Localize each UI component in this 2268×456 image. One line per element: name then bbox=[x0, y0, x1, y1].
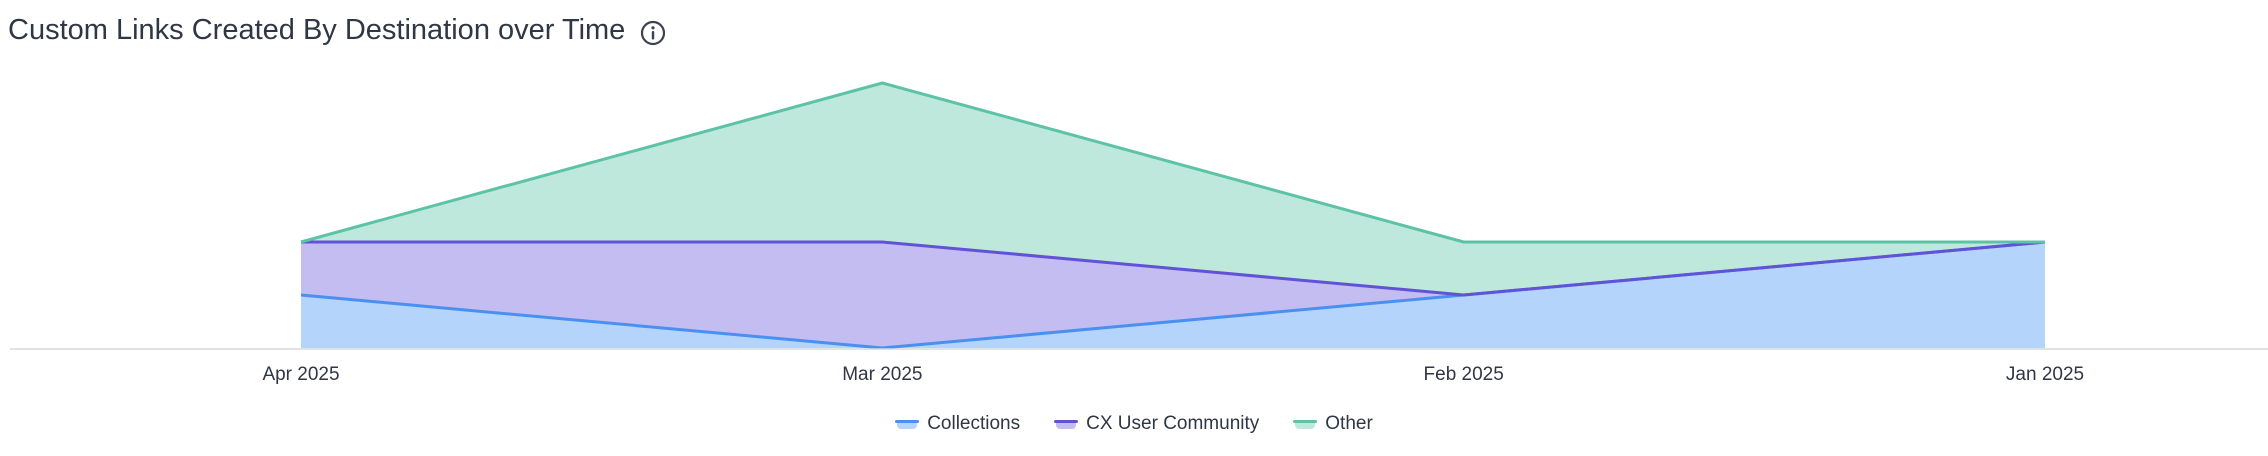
legend-swatch bbox=[895, 418, 920, 430]
chart-title: Custom Links Created By Destination over… bbox=[8, 14, 626, 46]
info-icon[interactable] bbox=[639, 19, 667, 47]
chart-areas bbox=[301, 83, 2045, 348]
legend-item-collections[interactable]: Collections bbox=[895, 413, 1020, 435]
x-tick-label: Jan 2025 bbox=[2006, 364, 2084, 385]
legend-label: CX User Community bbox=[1086, 413, 1260, 434]
x-tick-label: Feb 2025 bbox=[1424, 364, 1504, 385]
legend-item-other[interactable]: Other bbox=[1293, 413, 1373, 435]
area-collections bbox=[301, 242, 2045, 348]
legend-item-cx-user-community[interactable]: CX User Community bbox=[1054, 413, 1259, 435]
line-other bbox=[300, 81, 2045, 244]
legend-label: Other bbox=[1325, 413, 1373, 434]
legend-swatch bbox=[1293, 418, 1318, 430]
area-chart: Apr 2025 Mar 2025 Feb 2025 Jan 2025 bbox=[10, 81, 2268, 385]
x-tick-label: Mar 2025 bbox=[842, 364, 922, 385]
x-axis-ticks: Apr 2025 Mar 2025 Feb 2025 Jan 2025 bbox=[262, 364, 2084, 385]
chart-lines bbox=[300, 81, 2046, 350]
legend-label: Collections bbox=[927, 413, 1021, 434]
legend-swatch bbox=[1054, 418, 1079, 430]
chart-header: Custom Links Created By Destination over… bbox=[8, 14, 667, 47]
x-tick-label: Apr 2025 bbox=[262, 364, 339, 385]
area-cx-user-community bbox=[301, 242, 2045, 348]
line-cx-user-community bbox=[301, 240, 2046, 297]
chart-legend: Collections CX User Community Other bbox=[0, 413, 2268, 435]
